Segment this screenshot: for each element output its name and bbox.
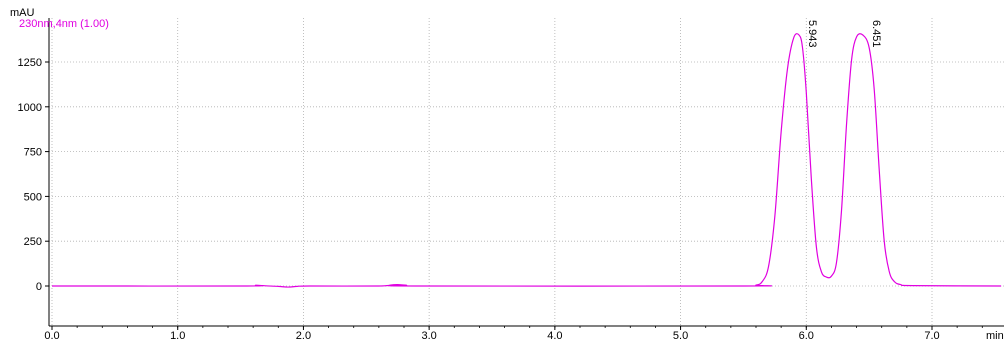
y-tick-label: 750 xyxy=(24,147,42,159)
x-tick-label: 5.0 xyxy=(673,330,688,342)
x-tick-label: 7.0 xyxy=(924,330,939,342)
series-line xyxy=(51,33,1002,288)
y-tick-label: 1250 xyxy=(18,57,42,69)
y-tick-label: 500 xyxy=(24,191,42,203)
x-axis-label: min xyxy=(986,330,1004,342)
x-tick-label: 3.0 xyxy=(421,330,436,342)
y-tick-label: 1000 xyxy=(18,102,42,114)
x-tick-label: 4.0 xyxy=(547,330,562,342)
y-tick-label: 250 xyxy=(24,236,42,248)
y-tick-label: 0 xyxy=(36,281,42,293)
peak-label: 5.943 xyxy=(806,20,818,48)
x-tick-label: 0.0 xyxy=(44,330,59,342)
peak-label: 6.451 xyxy=(870,20,882,48)
x-tick-label: 1.0 xyxy=(170,330,185,342)
axes xyxy=(48,18,1004,327)
trace-layer: 5.943 6.451 xyxy=(51,20,1002,288)
x-tick-label: 6.0 xyxy=(799,330,814,342)
x-tick-label: 2.0 xyxy=(296,330,311,342)
ticks: 0.0 1.0 2.0 3.0 4.0 5.0 6.0 7.0 0 250 500 750 1000 12… xyxy=(18,57,983,342)
grid-lines xyxy=(49,18,1004,326)
y-axis-label: mAU xyxy=(10,7,35,19)
legend-entry: 230nm,4nm (1.00) xyxy=(19,18,109,30)
